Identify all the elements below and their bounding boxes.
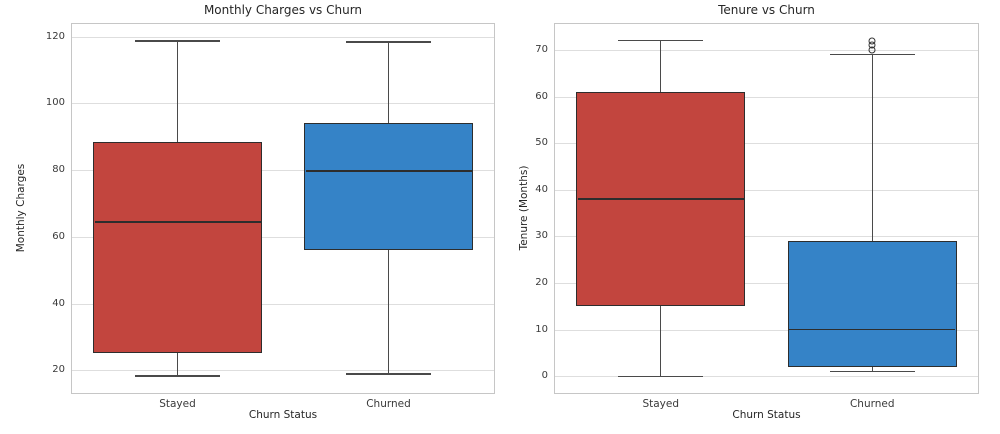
median-line (789, 328, 956, 331)
lower-whisker-cap (135, 375, 220, 377)
lower-whisker (176, 353, 179, 377)
y-axis-label: Monthly Charges (15, 163, 27, 253)
y-tick-label: 120 (45, 30, 65, 42)
lower-whisker (660, 306, 662, 377)
gridline (555, 376, 978, 378)
y-tick-label: 60 (52, 230, 65, 242)
y-tick-label: 20 (52, 364, 65, 376)
gridline (555, 189, 978, 191)
upper-whisker-cap (346, 41, 431, 43)
lower-whisker-cap (829, 370, 915, 373)
gridline (72, 236, 494, 238)
y-axis-label: Tenure (Months) (518, 165, 530, 251)
y-tick-label: 70 (535, 44, 548, 56)
upper-whisker-cap (829, 54, 915, 56)
y-tick-label: 0 (541, 370, 548, 382)
outlier-point (868, 37, 876, 45)
gridline (72, 370, 494, 372)
chart-tenure-vs-churn: Tenure vs Churn Tenure (Months) 0 10 20 30 4… (500, 0, 1000, 434)
y-tick-label: 10 (535, 323, 548, 335)
y-tick-label: 20 (535, 277, 548, 289)
lower-whisker-cap (618, 375, 704, 377)
y-tick-label: 40 (535, 183, 548, 195)
upper-whisker (871, 54, 873, 242)
x-axis-label: Churn Status (732, 409, 801, 421)
upper-whisker-cap (618, 40, 704, 42)
lower-whisker-cap (346, 373, 431, 375)
box-churned (304, 122, 473, 250)
gridline (72, 103, 494, 105)
chart-monthly-charges-vs-churn: Monthly Charges vs Churn Monthly Charges… (15, 3, 495, 421)
upper-whisker (176, 40, 179, 143)
gridline (72, 303, 494, 305)
gridline (555, 283, 978, 285)
chart-title: Tenure vs Churn (718, 3, 815, 17)
y-tick-label: 80 (52, 164, 65, 176)
x-tick-label: Churned (366, 398, 411, 410)
plot-area: 20 40 60 80 100 120 Stayed Churned (46, 23, 495, 410)
gridline (555, 143, 978, 145)
x-tick-label: Stayed (642, 398, 680, 410)
median-line (577, 198, 744, 201)
gridline (555, 50, 978, 52)
y-tick-label: 30 (535, 230, 548, 242)
y-tick-label: 60 (535, 90, 548, 102)
gridline (555, 96, 978, 98)
gridline (555, 236, 978, 238)
median-line (94, 221, 261, 223)
lower-whisker (871, 366, 873, 372)
x-axis-label: Churn Status (248, 409, 318, 421)
chart-title: Monthly Charges vs Churn (203, 3, 363, 17)
y-tick-label: 40 (52, 297, 65, 309)
gridline (72, 36, 494, 38)
x-tick-label: Churned (849, 398, 895, 410)
x-tick-label: Stayed (159, 398, 196, 410)
gridline (555, 329, 978, 331)
box-stayed (93, 142, 262, 354)
upper-whisker (660, 40, 662, 93)
lower-whisker (387, 249, 390, 375)
median-line (305, 170, 472, 173)
y-tick-label: 100 (45, 97, 65, 109)
upper-whisker (387, 42, 390, 123)
y-tick-label: 50 (535, 137, 548, 149)
gridline (72, 170, 494, 172)
upper-whisker-cap (135, 40, 220, 42)
plot-area: 0 10 20 30 40 50 60 70 Stayed Churned (535, 23, 979, 410)
box-churned (787, 241, 957, 367)
